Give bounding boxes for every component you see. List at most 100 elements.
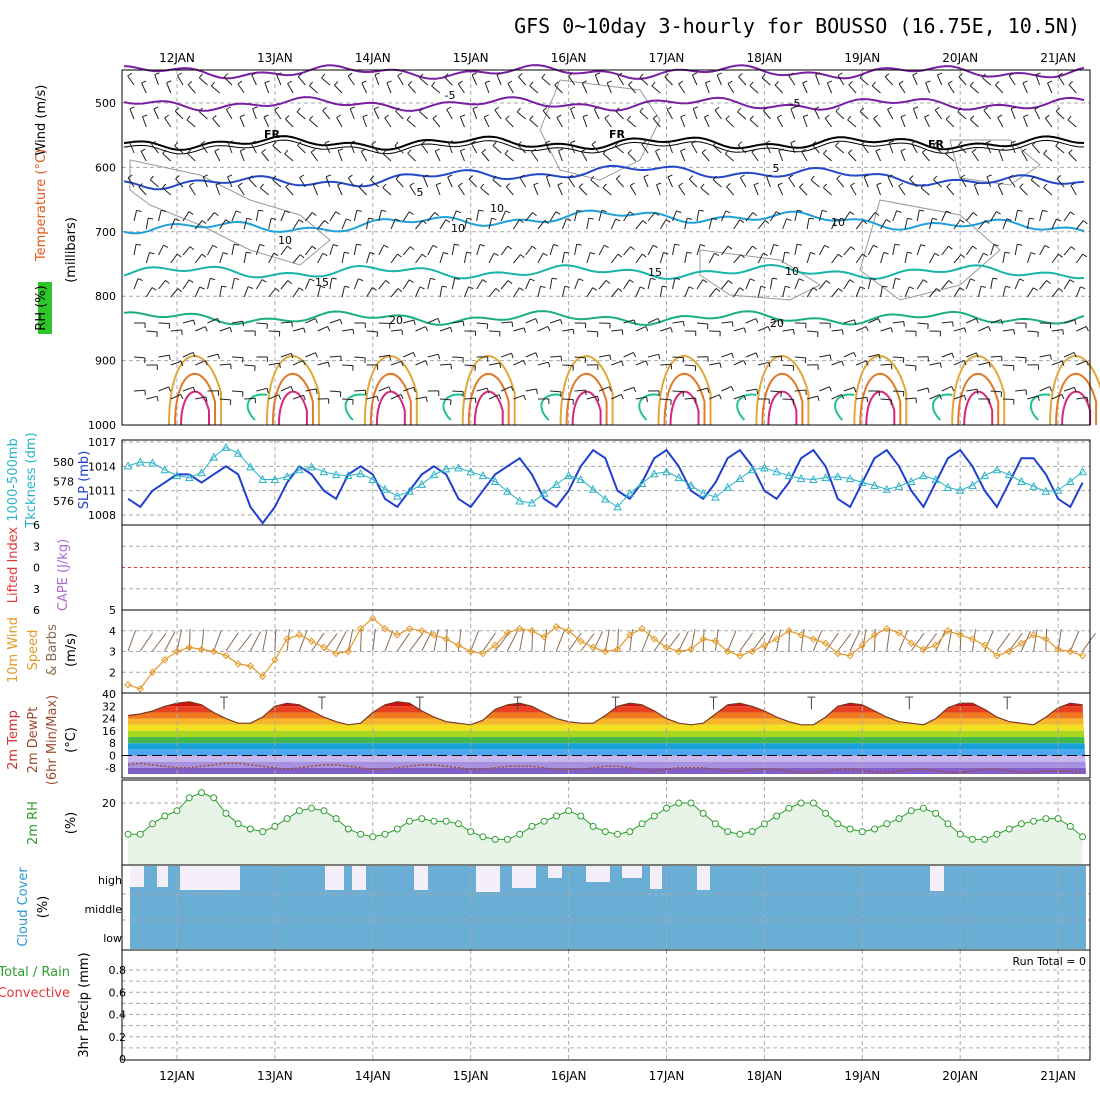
upper-wind-barb <box>946 186 955 196</box>
upper-wind-barb <box>801 148 807 152</box>
upper-wind-barb <box>574 210 578 222</box>
upper-wind-barb <box>1021 151 1028 162</box>
rh2m-point <box>442 817 450 825</box>
upper-wind-barb <box>647 317 659 324</box>
upper-wind-barb <box>134 356 146 359</box>
upper-wind-barb <box>174 218 180 222</box>
upper-wind-barb <box>1069 279 1075 283</box>
upper-wind-barb <box>602 183 607 189</box>
upper-wind-barb <box>798 278 804 282</box>
temp2m-tick-label: -8 <box>105 762 116 775</box>
upper-wind-barb <box>790 108 796 120</box>
upper-wind-barb <box>158 322 170 324</box>
wind10m-barb <box>445 628 448 652</box>
upper-wind-barb <box>615 218 621 222</box>
upper-wind-barb <box>513 254 521 264</box>
upper-wind-barb <box>541 73 546 79</box>
upper-wind-barb <box>663 252 669 255</box>
upper-wind-barb <box>481 152 490 162</box>
upper-wind-barb <box>231 356 243 359</box>
thickness-point <box>527 498 537 507</box>
upper-wind-barb <box>352 329 355 335</box>
wind10m-speed-point <box>479 649 487 658</box>
upper-wind-barb <box>985 142 992 154</box>
upper-wind-barb <box>969 85 979 94</box>
upper-wind-barb <box>691 140 697 144</box>
thickness-point <box>1078 467 1087 476</box>
upper-wind-barb <box>427 278 431 290</box>
upper-wind-barb <box>187 81 193 85</box>
thickness-point <box>943 482 953 491</box>
upper-wind-barb <box>659 286 663 298</box>
upper-wind-barb <box>815 72 821 76</box>
date-label-bottom: 14JAN <box>355 1069 391 1083</box>
upper-wind-barb <box>678 83 686 94</box>
rh2m-point <box>210 794 218 802</box>
upper-wind-barb <box>403 386 414 392</box>
upper-wind-barb <box>763 110 771 120</box>
upper-wind-barb <box>941 352 953 358</box>
upper-wind-barb <box>693 106 698 110</box>
upper-wind-barb <box>660 327 671 332</box>
upper-wind-barb <box>207 353 219 358</box>
upper-wind-barb <box>347 72 353 77</box>
upper-wind-barb <box>593 108 600 120</box>
wind10m-speed-point <box>601 647 610 656</box>
upper-wind-barb <box>248 175 253 180</box>
precip-label-convective: Convective <box>0 986 70 1001</box>
upper-wind-barb <box>700 183 705 189</box>
upper-wind-barb <box>1023 116 1028 128</box>
upper-wind-barb <box>602 149 607 154</box>
upper-wind-barb <box>766 176 771 188</box>
upper-wind-barb <box>769 244 775 256</box>
upper-wind-barb <box>1019 186 1028 196</box>
upper-wind-barb <box>476 244 481 256</box>
upper-wind-barb <box>847 115 852 121</box>
wind10m-barb <box>262 629 268 652</box>
wind10m-speed-point <box>613 645 622 654</box>
upper-wind-barb <box>129 142 135 154</box>
date-label-top: 19JAN <box>844 51 880 65</box>
upper-wind-barb <box>536 388 538 395</box>
upper-wind-barb <box>315 388 318 394</box>
thickness-point <box>723 482 733 491</box>
upper-wind-barb <box>244 364 256 367</box>
upper-wind-barb <box>158 386 169 392</box>
upper-wind-barb <box>998 150 1004 162</box>
upper-wind-barb <box>912 72 918 76</box>
upper-wind-barb <box>280 280 289 290</box>
upper-wind-barb <box>299 177 306 188</box>
upper-wind-barb <box>386 82 392 94</box>
upper-wind-barb <box>963 360 967 366</box>
upper-wind-barb <box>664 76 673 86</box>
date-label-top: 18JAN <box>747 51 783 65</box>
upper-wind-barb <box>297 73 303 77</box>
upper-wind-barb <box>714 109 722 120</box>
thickness-tick-label: 578 <box>53 476 74 489</box>
upper-wind-barb <box>733 394 745 400</box>
upper-wind-barb <box>409 182 415 187</box>
upper-wind-barb <box>672 320 684 324</box>
upper-wind-barb <box>441 285 447 288</box>
upper-wind-barb <box>1068 81 1074 86</box>
upper-wind-barb <box>309 119 318 128</box>
temp2m-label-unit: (°C) <box>64 727 79 753</box>
upper-wind-barb <box>672 356 684 359</box>
temp2m-line <box>128 701 1083 726</box>
upper-wind-barb <box>586 330 598 333</box>
upper-wind-barb <box>454 277 460 280</box>
upper-wind-barb <box>904 286 910 298</box>
upper-wind-barb <box>468 286 474 290</box>
upper-wind-barb <box>133 210 138 222</box>
upper-wind-barb <box>243 218 248 230</box>
upper-wind-barb <box>924 116 930 128</box>
upper-wind-barb <box>366 252 371 264</box>
upper-wind-barb <box>354 356 366 359</box>
wind10m-barb <box>996 632 1011 652</box>
boundary-layer-contour <box>1061 390 1092 426</box>
upper-wind-barb <box>505 186 514 196</box>
thickness-point <box>380 484 390 493</box>
rh2m-point <box>687 799 695 807</box>
